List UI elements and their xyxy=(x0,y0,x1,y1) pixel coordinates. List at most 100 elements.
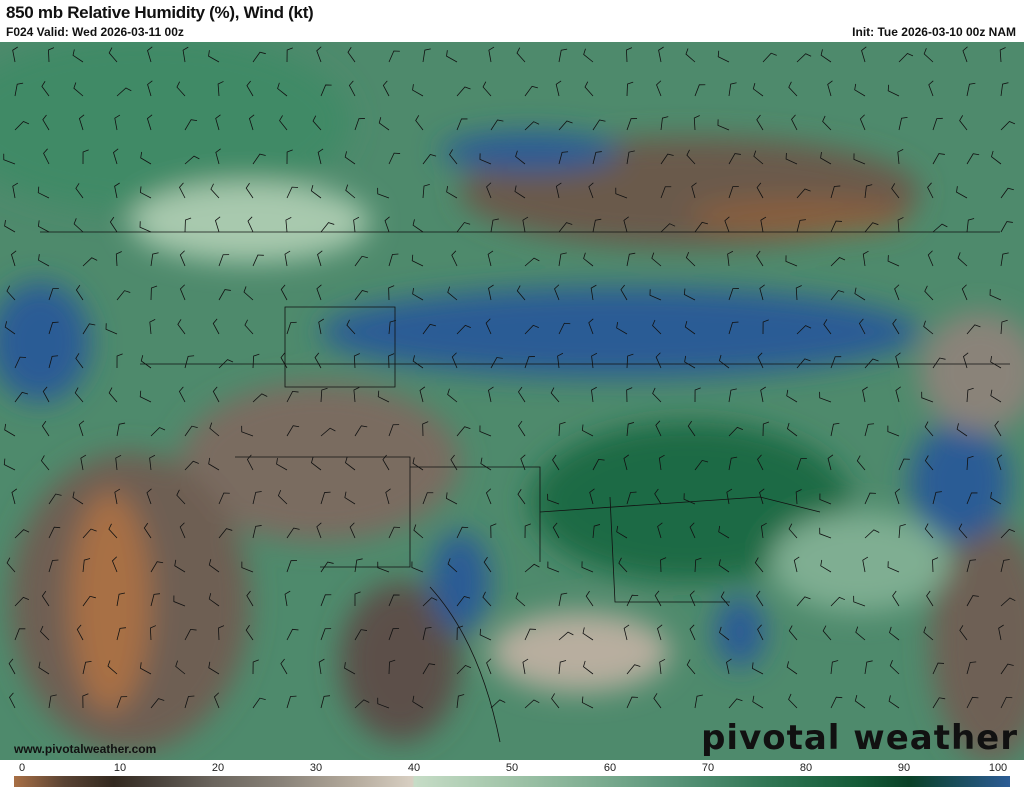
wind-barb xyxy=(490,523,497,539)
wind-barb xyxy=(75,183,84,199)
wind-barb xyxy=(82,257,98,267)
wind-barb xyxy=(75,353,84,369)
wind-barb xyxy=(108,387,118,403)
wind-barb xyxy=(683,288,696,301)
wind-barb xyxy=(388,659,396,675)
wind-barb xyxy=(795,285,802,301)
wind-barb xyxy=(685,48,696,63)
wind-barb xyxy=(14,529,30,539)
wind-barb xyxy=(660,186,672,199)
wind-barb xyxy=(558,592,568,607)
wind-barb xyxy=(524,356,535,369)
wind-barb xyxy=(116,353,123,369)
colorbar-tick: 90 xyxy=(897,762,911,774)
wind-barb xyxy=(557,352,564,369)
wind-barb xyxy=(959,625,968,641)
wind-barb xyxy=(286,390,299,403)
wind-barb xyxy=(626,353,634,369)
wind-barb xyxy=(524,257,540,267)
valid-time: F024 Valid: Wed 2026-03-11 00z xyxy=(6,25,184,39)
wind-barb xyxy=(932,223,948,233)
wind-barb xyxy=(485,488,492,505)
wind-barb xyxy=(209,422,220,437)
wind-barb xyxy=(854,695,866,709)
wind-barb xyxy=(485,318,492,335)
wind-barb xyxy=(582,627,594,641)
wind-barb xyxy=(1000,663,1014,675)
wind-barb xyxy=(482,591,492,607)
wind-barb xyxy=(178,386,186,403)
wind-barb xyxy=(589,488,595,505)
wind-barb xyxy=(660,223,676,233)
wind-barb xyxy=(864,358,879,369)
wind-barb xyxy=(932,491,942,505)
wind-barb xyxy=(720,591,730,607)
wind-barb xyxy=(48,694,57,709)
wind-barb xyxy=(547,561,560,573)
wind-barb xyxy=(456,118,468,131)
wind-barb xyxy=(286,527,300,539)
wind-barb xyxy=(317,250,323,267)
wind-barb xyxy=(524,699,540,709)
wind-barb xyxy=(490,119,504,131)
wind-barb xyxy=(823,319,832,335)
wind-barb xyxy=(756,590,764,607)
wind-barb xyxy=(354,289,369,301)
wind-barb xyxy=(446,185,458,199)
wind-barb xyxy=(658,454,665,471)
wind-barb xyxy=(377,561,390,573)
wind-barb xyxy=(218,359,234,369)
wind-barb xyxy=(752,695,764,709)
wind-barb xyxy=(989,289,1002,301)
wind-barb xyxy=(285,217,292,233)
wind-barb xyxy=(966,661,977,675)
wind-barb xyxy=(959,115,968,131)
wind-barb xyxy=(252,153,266,165)
wind-barb xyxy=(82,693,89,709)
wind-barb xyxy=(6,557,16,573)
wind-barb xyxy=(887,425,900,437)
wind-barb xyxy=(184,355,195,369)
wind-barb xyxy=(888,695,900,709)
wind-barb xyxy=(927,250,934,267)
wind-barb xyxy=(898,116,908,131)
wind-barb xyxy=(956,186,968,199)
wind-barb xyxy=(991,150,1002,165)
wind-barb xyxy=(320,491,331,505)
wind-barb xyxy=(522,658,529,675)
wind-barb xyxy=(150,561,164,573)
wind-barb xyxy=(830,185,841,199)
wind-barb xyxy=(660,153,674,165)
wind-barb xyxy=(588,318,594,335)
wind-barb xyxy=(864,492,876,505)
wind-barb xyxy=(694,84,706,97)
wind-barb xyxy=(554,284,560,301)
wind-barb xyxy=(38,254,50,267)
wind-barb xyxy=(277,82,288,97)
wind-barb xyxy=(456,625,464,641)
wind-barb xyxy=(78,420,85,437)
wind-barb xyxy=(140,355,152,369)
wind-barb xyxy=(175,660,186,675)
wind-barb xyxy=(218,492,230,505)
wind-barb xyxy=(894,488,901,505)
wind-barb xyxy=(966,387,974,403)
wind-barb xyxy=(963,352,969,369)
wind-barb xyxy=(592,119,606,131)
wind-barb xyxy=(753,150,764,165)
wind-barb xyxy=(830,696,843,709)
wind-barb xyxy=(757,352,764,369)
wind-barb xyxy=(73,82,84,97)
wind-barb xyxy=(966,559,977,573)
wind-barb xyxy=(551,693,560,709)
wind-barb xyxy=(626,387,633,403)
wind-barb xyxy=(284,590,291,607)
wind-barb xyxy=(116,696,128,709)
wind-barb xyxy=(584,81,594,97)
wind-barb xyxy=(82,323,96,335)
wind-barb xyxy=(894,284,900,301)
wind-barb xyxy=(793,556,800,573)
wind-barb xyxy=(150,252,159,267)
wind-barb xyxy=(422,183,430,199)
wind-barb xyxy=(855,626,866,641)
